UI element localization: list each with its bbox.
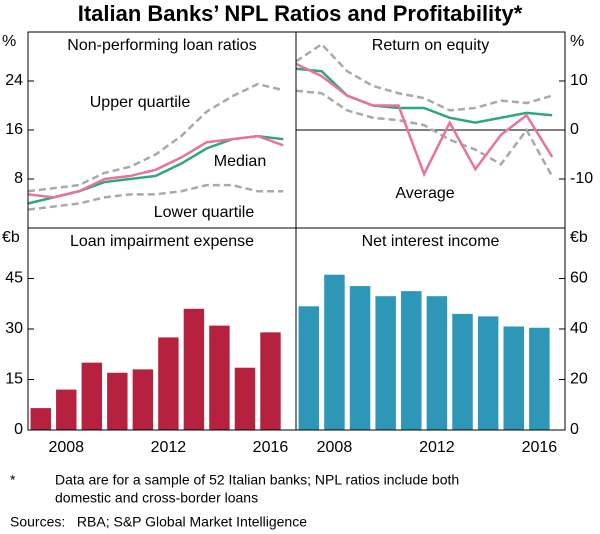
footnote-marker: * bbox=[10, 472, 16, 488]
x-tick-label: 2008 bbox=[317, 439, 353, 456]
sources: Sources: RBA; S&P Global Market Intellig… bbox=[10, 514, 307, 530]
bar bbox=[30, 408, 51, 430]
y-tick-label: 40 bbox=[570, 320, 588, 337]
panel-title: Net interest income bbox=[362, 233, 500, 250]
series-label: Average bbox=[395, 185, 454, 202]
panel-frame bbox=[27, 31, 297, 229]
panel-title: Non-performing loan ratios bbox=[67, 37, 256, 54]
bar bbox=[426, 296, 448, 430]
bar bbox=[529, 327, 550, 430]
y-axis-label: % bbox=[570, 33, 584, 50]
series-label: Median bbox=[214, 153, 266, 170]
x-tick-label: 2016 bbox=[253, 439, 289, 456]
bar bbox=[234, 367, 256, 430]
bar bbox=[260, 332, 281, 430]
bar bbox=[56, 389, 77, 430]
y-tick-label: 0 bbox=[570, 121, 579, 138]
bar bbox=[132, 369, 154, 430]
bar bbox=[107, 372, 128, 430]
panel-title: Loan impairment expense bbox=[70, 233, 254, 250]
y-tick-label: 60 bbox=[570, 270, 588, 287]
y-tick-label: 15 bbox=[5, 371, 23, 388]
y-tick-label: 45 bbox=[5, 270, 23, 287]
series-label: Upper quartile bbox=[90, 94, 191, 111]
bar bbox=[324, 274, 345, 430]
x-tick-label: 2008 bbox=[48, 439, 84, 456]
line-series bbox=[295, 67, 553, 124]
chart-title: Italian Banks’ NPL Ratios and Profitabil… bbox=[78, 1, 523, 26]
bar bbox=[81, 362, 103, 430]
y-axis-label: % bbox=[2, 33, 16, 50]
bar bbox=[477, 316, 499, 430]
line-series bbox=[295, 89, 554, 178]
y-tick-label: 10 bbox=[570, 72, 588, 89]
y-tick-label: 24 bbox=[5, 72, 23, 89]
line-series bbox=[295, 62, 554, 178]
bar bbox=[452, 313, 473, 430]
y-tick-label: 30 bbox=[5, 320, 23, 337]
y-tick-label: 8 bbox=[14, 170, 23, 187]
line-series bbox=[27, 82, 284, 193]
bar bbox=[401, 291, 422, 430]
bar bbox=[158, 337, 179, 430]
y-tick-label: 0 bbox=[14, 421, 23, 438]
footnote-line: domestic and cross-border loans bbox=[55, 490, 258, 506]
x-tick-label: 2012 bbox=[419, 439, 455, 456]
bar bbox=[349, 286, 371, 430]
x-tick-label: 2016 bbox=[522, 439, 558, 456]
y-axis-label: €b bbox=[570, 229, 588, 246]
series-label: Lower quartile bbox=[154, 204, 255, 221]
bar bbox=[503, 326, 525, 430]
bar bbox=[298, 306, 320, 430]
y-tick-label: -10 bbox=[570, 170, 593, 187]
line-series bbox=[27, 134, 284, 199]
bar bbox=[209, 325, 230, 430]
panel-title: Return on equity bbox=[372, 37, 489, 54]
y-tick-label: 20 bbox=[570, 371, 588, 388]
bar bbox=[183, 308, 205, 430]
panel-frame bbox=[295, 227, 566, 431]
y-tick-label: 16 bbox=[5, 121, 23, 138]
line-series bbox=[295, 42, 553, 112]
line-series bbox=[27, 183, 284, 211]
bar bbox=[375, 296, 396, 430]
footnote-line: Data are for a sample of 52 Italian bank… bbox=[55, 472, 459, 488]
y-tick-label: 0 bbox=[570, 421, 579, 438]
x-tick-label: 2012 bbox=[151, 439, 187, 456]
y-axis-label: €b bbox=[2, 229, 20, 246]
